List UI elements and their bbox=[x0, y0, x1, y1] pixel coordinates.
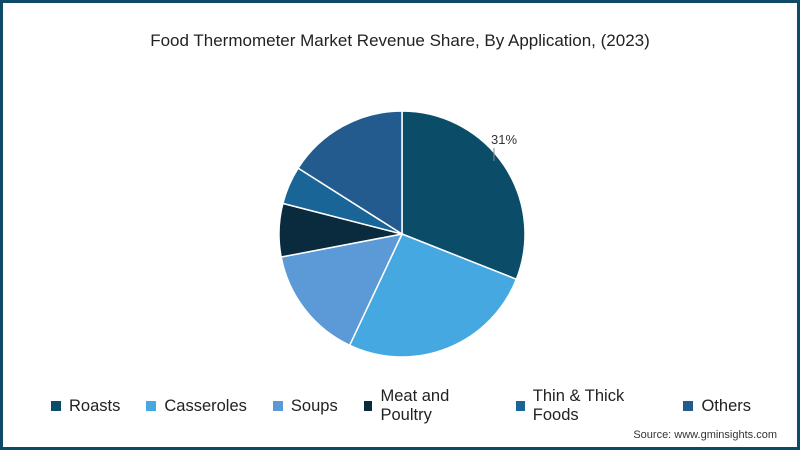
pie-slice-casseroles bbox=[348, 233, 518, 358]
legend-swatch-thin-thick-foods bbox=[516, 401, 525, 411]
legend-swatch-others bbox=[683, 401, 694, 411]
legend-item-roasts: Roasts bbox=[51, 397, 120, 416]
legend-label: Soups bbox=[290, 396, 338, 415]
legend-label: Meat and Poultry bbox=[380, 387, 450, 424]
legend-label: Others bbox=[701, 396, 751, 415]
legend: Roasts Casseroles Soups Meat and Poultry… bbox=[51, 387, 777, 424]
legend-swatch-casseroles bbox=[146, 401, 157, 411]
legend-item-thin-thick-foods: Thin & Thick Foods bbox=[516, 387, 657, 425]
source-text: Source: www.gminsights.com bbox=[633, 429, 777, 441]
chart-title: Food Thermometer Market Revenue Share, B… bbox=[150, 31, 650, 50]
legend-swatch-soups bbox=[272, 401, 283, 411]
roasts-percent-label: 31% bbox=[491, 132, 517, 147]
legend-label: Roasts bbox=[69, 396, 121, 415]
legend-item-others: Others bbox=[683, 397, 751, 416]
pie-slice-others bbox=[297, 110, 403, 236]
legend-item-soups: Soups bbox=[272, 396, 338, 416]
legend-label: Thin & Thick Foods bbox=[532, 387, 625, 424]
pie-slice-soups bbox=[280, 232, 404, 347]
legend-item-meat-and-poultry: Meat and Poultry bbox=[363, 387, 490, 425]
pie-chart: 31% bbox=[278, 110, 526, 358]
pie-slices bbox=[278, 110, 526, 358]
legend-item-casseroles: Casseroles bbox=[146, 397, 247, 416]
legend-label: Casseroles bbox=[164, 396, 247, 415]
legend-swatch-roasts bbox=[51, 401, 61, 411]
legend-swatch-meat-and-poultry bbox=[363, 401, 373, 411]
